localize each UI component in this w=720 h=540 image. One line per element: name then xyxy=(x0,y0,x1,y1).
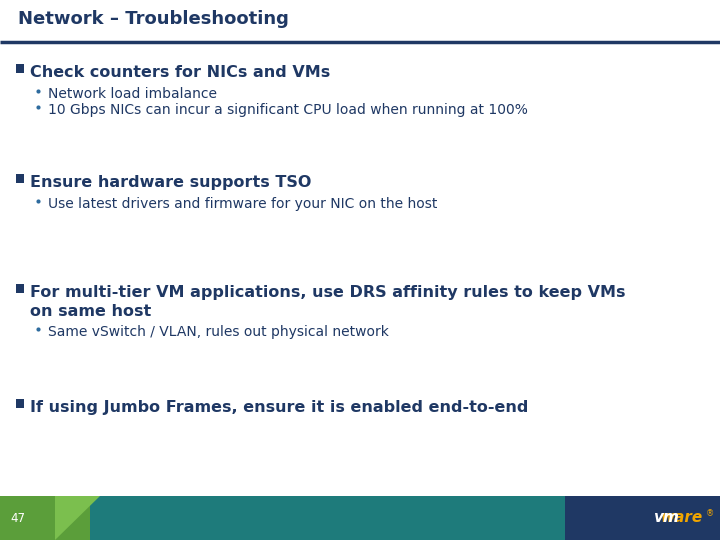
Polygon shape xyxy=(55,496,100,540)
Text: 47: 47 xyxy=(10,511,25,524)
Text: ware: ware xyxy=(661,510,703,525)
Text: For multi-tier VM applications, use DRS affinity rules to keep VMs
on same host: For multi-tier VM applications, use DRS … xyxy=(30,285,626,319)
Text: ®: ® xyxy=(706,510,714,518)
Bar xyxy=(0,496,90,540)
Bar xyxy=(90,496,565,540)
Text: Ensure hardware supports TSO: Ensure hardware supports TSO xyxy=(30,175,311,190)
Bar xyxy=(16,64,24,73)
Text: Network – Troubleshooting: Network – Troubleshooting xyxy=(18,10,289,28)
Text: If using Jumbo Frames, ensure it is enabled end-to-end: If using Jumbo Frames, ensure it is enab… xyxy=(30,400,528,415)
Text: Check counters for NICs and VMs: Check counters for NICs and VMs xyxy=(30,65,330,80)
Bar xyxy=(565,496,720,540)
Bar xyxy=(16,284,24,293)
Text: Network load imbalance: Network load imbalance xyxy=(48,87,217,101)
Text: vm: vm xyxy=(653,510,679,525)
Bar xyxy=(16,399,24,408)
Text: Use latest drivers and firmware for your NIC on the host: Use latest drivers and firmware for your… xyxy=(48,197,437,211)
Text: Same vSwitch / VLAN, rules out physical network: Same vSwitch / VLAN, rules out physical … xyxy=(48,325,389,339)
Text: 10 Gbps NICs can incur a significant CPU load when running at 100%: 10 Gbps NICs can incur a significant CPU… xyxy=(48,103,528,117)
Bar xyxy=(16,174,24,183)
